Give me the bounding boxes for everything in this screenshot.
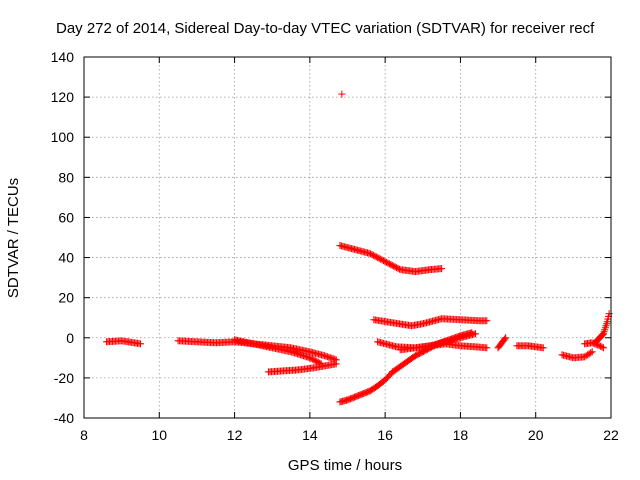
data-point: [588, 348, 596, 356]
data-point: [438, 265, 446, 273]
data-point: [372, 253, 380, 261]
data-arc: [336, 368, 397, 406]
data-point: [332, 360, 340, 368]
data-point: [391, 263, 399, 271]
data-arc: [494, 334, 510, 352]
x-axis-label: GPS time / hours: [288, 457, 402, 474]
data-point: [136, 340, 144, 348]
x-tick-label: 10: [151, 427, 167, 443]
axis-ticks: 8 10 12 14 16 18 20 22 -40 -20 0 20 40 60 80 100 120 140: [51, 49, 619, 443]
data-point: [587, 349, 595, 357]
y-tick-label: 100: [51, 129, 75, 145]
x-tick-label: 14: [302, 427, 318, 443]
data-point: [385, 260, 393, 268]
data-point: [374, 254, 382, 262]
data-point: [381, 257, 389, 265]
x-tick-label: 16: [377, 427, 393, 443]
x-tick-label: 12: [227, 427, 243, 443]
data-point: [598, 343, 606, 351]
data-point: [380, 257, 388, 265]
data-point: [471, 330, 479, 338]
data-arc: [264, 360, 340, 376]
data-point: [502, 334, 510, 342]
y-tick-label: -40: [54, 410, 74, 426]
data-point: [483, 344, 491, 352]
data-arc: [231, 336, 340, 364]
data-points: [103, 90, 613, 406]
data-point: [307, 354, 315, 362]
data-point: [369, 251, 377, 259]
data-point: [375, 254, 383, 262]
x-tick-label: 20: [528, 427, 544, 443]
data-point: [390, 262, 398, 270]
data-point: [501, 335, 509, 343]
data-point: [539, 344, 547, 352]
data-point: [387, 261, 395, 269]
data-point: [393, 264, 401, 272]
data-point: [378, 256, 386, 264]
plot-frame: [83, 56, 612, 419]
data-point: [595, 342, 603, 350]
y-tick-label: 80: [58, 169, 74, 185]
data-point: [338, 90, 346, 98]
data-point: [382, 258, 390, 266]
data-point: [371, 252, 379, 260]
data-point: [483, 317, 491, 325]
data-point: [597, 342, 605, 350]
data-arc: [513, 342, 547, 352]
grid-lines: [84, 57, 611, 418]
data-point: [388, 261, 396, 269]
data-point: [366, 250, 374, 258]
data-arc: [370, 315, 491, 330]
data-arc: [336, 242, 446, 276]
data-point: [394, 264, 402, 272]
y-tick-label: 120: [51, 89, 75, 105]
data-point: [311, 357, 319, 365]
y-tick-label: -20: [54, 370, 74, 386]
data-point: [310, 356, 318, 364]
y-axis-label: SDTVAR / TECUs: [5, 178, 22, 298]
data-point: [305, 354, 313, 362]
data-arc: [558, 348, 596, 362]
data-arc: [396, 330, 479, 354]
y-tick-label: 40: [58, 250, 74, 266]
data-point: [599, 344, 607, 352]
y-tick-label: 60: [58, 209, 74, 225]
data-point: [308, 355, 316, 363]
y-tick-label: 0: [66, 330, 74, 346]
data-arc: [103, 337, 144, 348]
x-tick-label: 8: [80, 427, 88, 443]
data-point: [377, 255, 385, 263]
y-tick-label: 20: [58, 290, 74, 306]
chart-title: Day 272 of 2014, Sidereal Day-to-day VTE…: [56, 20, 595, 37]
data-point: [384, 259, 392, 267]
data-point: [368, 251, 376, 259]
x-tick-label: 22: [603, 427, 619, 443]
data-arc: [592, 310, 613, 346]
y-tick-label: 140: [51, 49, 75, 65]
x-tick-label: 18: [453, 427, 469, 443]
